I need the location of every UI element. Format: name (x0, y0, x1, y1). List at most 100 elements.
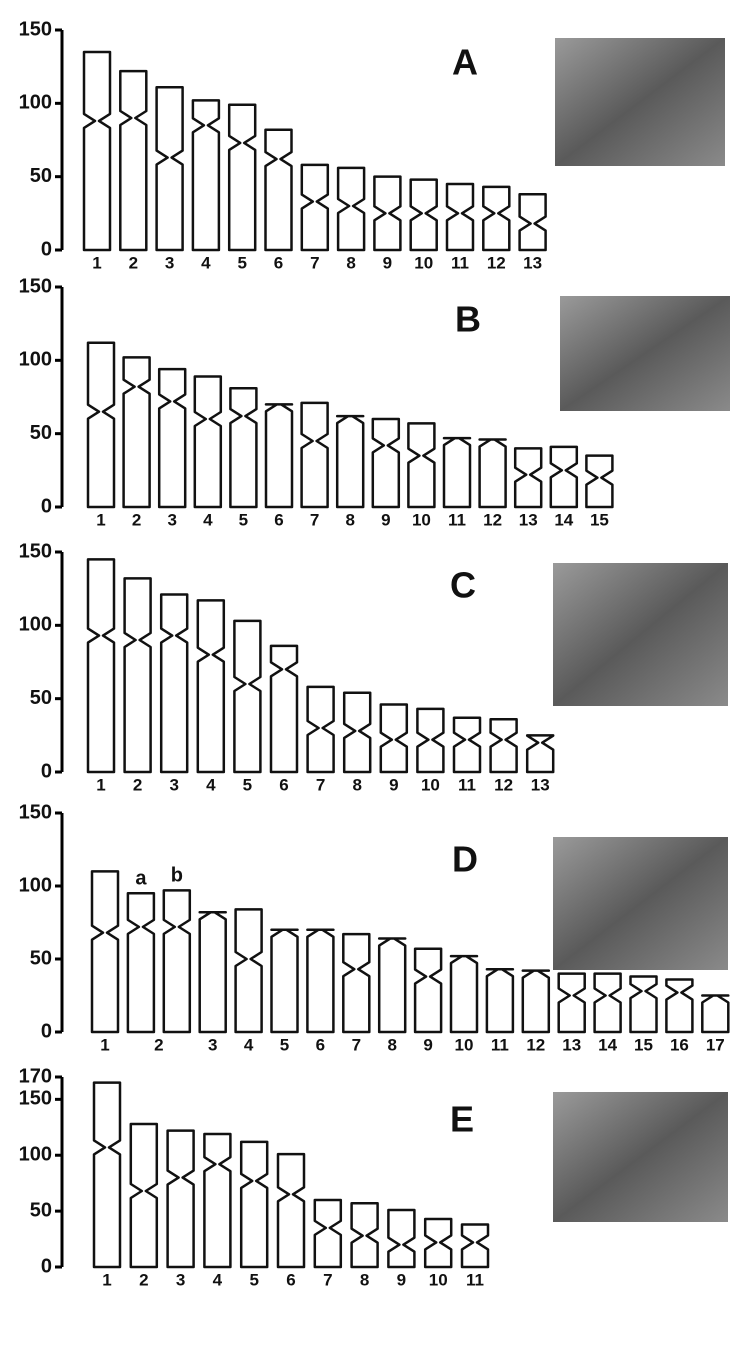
x-tick-label: 9 (383, 253, 392, 272)
x-tick-label: 9 (381, 510, 390, 529)
x-tick-label: 16 (670, 1035, 689, 1054)
chromosome (157, 367, 187, 509)
x-tick-label: 4 (213, 1270, 223, 1289)
panel-letter: E (450, 1099, 474, 1140)
chromosome (306, 928, 335, 1034)
x-tick-label: 8 (346, 253, 355, 272)
chromosome (159, 593, 189, 774)
chromosome (300, 401, 329, 509)
x-tick-label: 2 (154, 1035, 163, 1054)
x-tick-label: 7 (310, 253, 319, 272)
chromosome (123, 577, 152, 774)
x-tick-label: 4 (244, 1035, 254, 1054)
x-tick-label: 4 (201, 253, 211, 272)
y-tick-label: 0 (41, 760, 52, 782)
x-tick-label: 15 (590, 510, 609, 529)
chromosome (234, 908, 263, 1034)
chromosome (593, 972, 622, 1034)
chromosome (409, 178, 438, 252)
chromosome (193, 375, 223, 509)
panel-letter: C (450, 565, 476, 606)
chromosome (350, 1202, 379, 1269)
x-tick-label: 6 (316, 1035, 325, 1054)
x-tick-label: 3 (167, 510, 176, 529)
x-tick-label: 9 (423, 1035, 432, 1054)
x-tick-label: 10 (421, 775, 440, 794)
x-tick-label: 5 (249, 1270, 258, 1289)
chromosome (86, 558, 116, 774)
chromosome (233, 619, 262, 774)
chromosome (342, 932, 371, 1034)
x-tick-label: 2 (139, 1270, 148, 1289)
x-tick-label: 13 (531, 775, 550, 794)
chromosome (665, 978, 694, 1034)
y-tick-label: 150 (19, 1088, 52, 1110)
x-tick-label: 4 (206, 775, 216, 794)
x-tick-label: 14 (598, 1035, 617, 1054)
chromosome (521, 969, 551, 1034)
x-tick-label: 6 (286, 1270, 295, 1289)
x-tick-label: 13 (562, 1035, 581, 1054)
x-tick-label: 3 (169, 775, 178, 794)
chromosome (445, 182, 475, 252)
y-tick-label: 50 (30, 165, 52, 187)
panel-letter: D (452, 839, 478, 880)
x-tick-label: 1 (92, 253, 101, 272)
y-tick-label: 100 (19, 349, 52, 371)
chromosome (239, 1140, 269, 1269)
y-tick-label: 50 (30, 422, 52, 444)
chromosome (264, 128, 293, 252)
chromosome (270, 928, 299, 1034)
chromosome (629, 975, 658, 1034)
chromosome (198, 911, 227, 1034)
chromosome (423, 1217, 453, 1269)
x-tick-label: 11 (451, 253, 469, 272)
chromosome (92, 1081, 122, 1269)
chromosome (513, 447, 543, 509)
chromosome (196, 599, 226, 774)
chromosome (90, 870, 120, 1034)
chromosome (489, 717, 518, 774)
x-tick-label: 9 (397, 1270, 406, 1289)
chromosome (518, 193, 547, 252)
x-tick-label: 5 (239, 510, 248, 529)
x-tick-label: 12 (526, 1035, 545, 1054)
x-tick-label: 3 (176, 1270, 185, 1289)
x-tick-label: 7 (316, 775, 325, 794)
x-tick-label: 12 (487, 253, 506, 272)
chromosome (155, 85, 184, 252)
x-tick-label: 12 (494, 775, 513, 794)
x-tick-label: 17 (706, 1035, 725, 1054)
x-tick-label: 11 (491, 1035, 509, 1054)
chromosome (306, 685, 335, 774)
chromosome (452, 716, 482, 774)
chromosome (126, 892, 156, 1034)
y-tick-label: 150 (19, 801, 52, 823)
x-tick-label: 5 (243, 775, 252, 794)
x-tick-label: 1 (96, 510, 105, 529)
chromosome (373, 175, 402, 252)
y-tick-label: 0 (41, 1255, 52, 1277)
chromosome (335, 414, 365, 509)
chromosome (442, 436, 472, 509)
chromosome (269, 644, 299, 774)
chromosome (119, 69, 148, 252)
chromosome (485, 967, 515, 1034)
x-tick-label: 7 (352, 1035, 361, 1054)
chromosome (416, 707, 445, 774)
chromosome (264, 403, 294, 509)
x-tick-label: 2 (133, 775, 142, 794)
x-tick-label: 11 (466, 1270, 484, 1289)
chromosome (387, 1208, 416, 1269)
x-tick-label: 13 (523, 253, 542, 272)
x-tick-label: 14 (554, 510, 573, 529)
y-tick-label: 0 (41, 495, 52, 517)
chromosome (82, 50, 112, 252)
x-tick-label: 1 (100, 1035, 109, 1054)
chromosome (557, 972, 586, 1034)
chromosome (276, 1152, 306, 1269)
y-tick-label: 0 (41, 238, 52, 260)
chromosome (336, 166, 366, 252)
panel-letter: B (455, 299, 481, 340)
